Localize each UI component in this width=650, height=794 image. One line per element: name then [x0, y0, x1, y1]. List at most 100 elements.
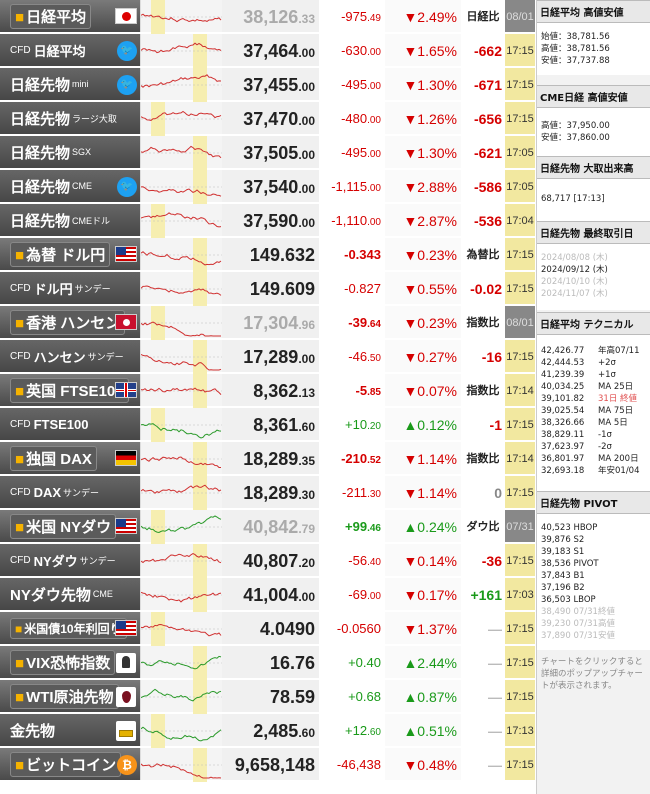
mini-chart[interactable] — [140, 0, 222, 34]
price-decimal: .00 — [298, 114, 315, 128]
tech-label: 年安01/04 — [598, 466, 640, 476]
pivot-row: 39,230 07/31高値 — [541, 619, 615, 629]
tech-label: -2σ — [598, 442, 612, 452]
mini-chart[interactable] — [140, 748, 222, 782]
instrument-name[interactable]: ■ 為替 ドル円 — [0, 238, 140, 270]
instrument-name[interactable]: ■ 米国 NYダウ — [0, 510, 140, 542]
change-value: -0.827 — [319, 272, 385, 304]
instrument-name[interactable]: 日経先物 mini 🐦 — [0, 68, 140, 100]
tech-label: 年高07/11 — [598, 346, 640, 356]
instrument-name[interactable]: 日経先物 SGX — [0, 136, 140, 168]
mini-chart[interactable] — [140, 68, 222, 102]
price-line — [141, 74, 222, 88]
price-main: 40,842 — [243, 517, 299, 537]
change-value: -211.30 — [319, 476, 385, 508]
mini-chart[interactable] — [140, 238, 222, 272]
price-value: 2,485.60 — [222, 714, 319, 746]
price-value: 4.0490 — [222, 612, 319, 644]
instrument-name[interactable]: CFD 日経平均 🐦 — [0, 34, 140, 66]
price-line — [141, 688, 222, 702]
price-main: 4.0490 — [259, 619, 315, 639]
instrument-label: ■ 日経平均 — [10, 3, 92, 29]
mini-chart[interactable] — [140, 136, 222, 170]
instrument-name[interactable]: CFD FTSE100 — [0, 408, 140, 440]
quote-row: CFD DAX サンデー 18,289.30 -211.30 ▼1.14% 0 17:15 — [0, 476, 535, 510]
quote-row: ■ 為替 ドル円 149.632 -0.343 ▼0.23% 為替比 17:15 — [0, 238, 535, 272]
twitter-icon[interactable]: 🐦 — [117, 177, 137, 197]
instrument-label: ■ ビットコイン — [10, 751, 122, 777]
mini-chart[interactable] — [140, 170, 222, 204]
instrument-title: VIX恐怖指数 — [26, 654, 111, 672]
flag-dot — [122, 12, 131, 21]
change-percent: ▼0.07% — [385, 374, 461, 406]
mini-chart[interactable] — [140, 612, 222, 646]
change-value: -1,110.00 — [319, 204, 385, 236]
pivot-row: 37,890 07/31安値 — [541, 631, 615, 641]
change-decimal: .60 — [367, 727, 381, 738]
mini-chart-svg — [141, 68, 222, 102]
basis-diff: 指数比 — [461, 442, 505, 474]
mini-chart[interactable] — [140, 306, 222, 340]
instrument-name[interactable]: 日経先物 CME 🐦 — [0, 170, 140, 202]
instrument-name[interactable]: CFD ドル円 サンデー — [0, 272, 140, 304]
instrument-name[interactable]: ■ 独国 DAX — [0, 442, 140, 474]
instrument-suffix: サンデー — [79, 555, 116, 566]
quote-row: 日経先物 CME 🐦 37,540.00 -1,115.00 ▼2.88% -586 17:0… — [0, 170, 535, 204]
mini-chart[interactable] — [140, 340, 222, 374]
update-time: 17:15 — [505, 612, 535, 644]
instrument-name[interactable]: ■ 米国債10年利回り — [0, 612, 140, 644]
instrument-name[interactable]: ■ WTI原油先物 — [0, 680, 140, 712]
mini-chart[interactable] — [140, 544, 222, 578]
tech-row: 42,426.77 年高07/11 — [541, 345, 646, 357]
tech-label: MA 75日 — [598, 406, 634, 416]
change-percent: ▲0.87% — [385, 680, 461, 712]
mini-chart[interactable] — [140, 408, 222, 442]
instrument-name[interactable]: ■ 英国 FTSE100 — [0, 374, 140, 406]
instrument-suffix: SGX — [72, 147, 92, 157]
price-main: 149.609 — [249, 279, 315, 299]
mini-chart[interactable] — [140, 510, 222, 544]
price-main: 2,485 — [253, 721, 299, 741]
pivot-row: 39,183 S1 — [541, 547, 585, 557]
mini-chart[interactable] — [140, 272, 222, 306]
instrument-name[interactable]: ■ VIX恐怖指数 — [0, 646, 140, 678]
change-value: +0.40 — [319, 646, 385, 678]
mini-chart[interactable] — [140, 646, 222, 680]
twitter-icon[interactable]: 🐦 — [117, 41, 137, 61]
price-main: 17,289 — [243, 347, 299, 367]
instrument-name[interactable]: 日経先物 ラージ大取 — [0, 102, 140, 134]
gold-bar-icon — [116, 721, 136, 741]
mini-chart[interactable] — [140, 34, 222, 68]
price-main: 16.76 — [269, 653, 315, 673]
mini-chart[interactable] — [140, 102, 222, 136]
tech-value: 39,025.54 — [541, 406, 585, 416]
instrument-title: 独国 DAX — [26, 450, 92, 468]
price-main: 37,505 — [243, 143, 299, 163]
change-decimal: .40 — [367, 557, 381, 568]
instrument-name[interactable]: 金先物 — [0, 714, 140, 746]
instrument-name[interactable]: ■ 日経平均 — [0, 0, 140, 32]
instrument-name[interactable]: NYダウ先物 CME — [0, 578, 140, 610]
nikkei-open: 始値：38,781.56 — [541, 32, 610, 42]
mini-chart[interactable] — [140, 374, 222, 408]
mini-chart[interactable] — [140, 680, 222, 714]
instrument-name[interactable]: CFD DAX サンデー — [0, 476, 140, 508]
twitter-icon[interactable]: 🐦 — [117, 75, 137, 95]
instrument-name[interactable]: 日経先物 CMEドル — [0, 204, 140, 236]
instrument-name[interactable]: CFD NYダウ サンデー — [0, 544, 140, 576]
mini-chart-svg — [141, 272, 222, 306]
mini-chart[interactable] — [140, 442, 222, 476]
mini-chart[interactable] — [140, 578, 222, 612]
instrument-name[interactable]: ■ 香港 ハンセン — [0, 306, 140, 338]
mini-chart[interactable] — [140, 476, 222, 510]
mini-chart[interactable] — [140, 204, 222, 238]
marker-icon: ■ — [15, 314, 25, 332]
mini-chart[interactable] — [140, 714, 222, 748]
change-main: -210 — [341, 451, 368, 466]
instrument-prefix: CFD — [10, 44, 31, 56]
update-time: 17:05 — [505, 170, 535, 202]
change-main: -975 — [341, 9, 368, 24]
instrument-name[interactable]: ■ ビットコイン ₿ — [0, 748, 140, 780]
price-decimal: .79 — [298, 522, 315, 536]
instrument-name[interactable]: CFD ハンセン サンデー — [0, 340, 140, 372]
